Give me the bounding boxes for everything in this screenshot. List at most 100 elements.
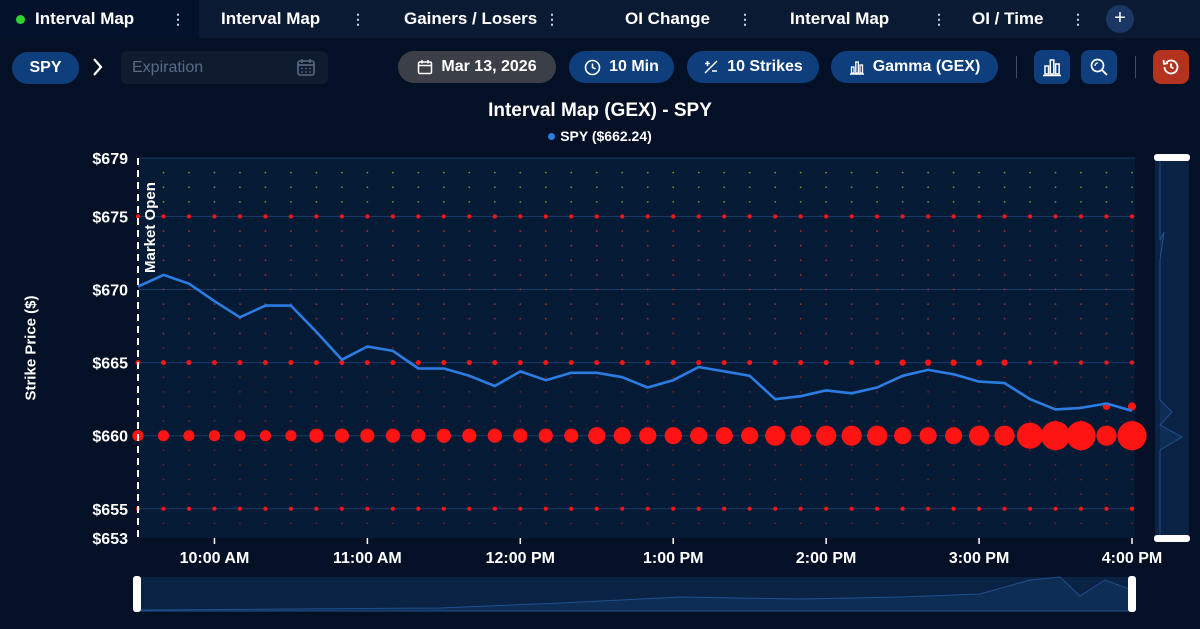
strike-dot [927,449,930,452]
strike-dot [978,171,980,174]
strike-dot [799,303,802,306]
gex-bubble [441,360,447,366]
strike-dot [366,464,369,466]
kebab-icon[interactable]: ⋮ [932,11,946,27]
strike-dot [978,464,980,466]
strike-dot [213,303,216,306]
strike-dot [850,332,853,335]
x-overview-panel[interactable] [138,577,1136,611]
expiration-input[interactable]: Expiration [121,51,328,84]
strike-dot [1027,360,1033,365]
x-overview-handle-right[interactable] [1128,576,1136,612]
strike-dot [1080,376,1082,379]
y-overview-panel[interactable] [1155,160,1189,538]
tab-interval-map-1[interactable]: Interval Map ⋮ [0,0,199,38]
strike-dot [212,507,217,511]
strike-dot [1131,522,1133,525]
strike-dot [340,244,343,247]
ticker-button[interactable]: SPY [12,52,79,84]
gex-bubble [285,430,297,442]
tab-oi-change[interactable]: OI Change ⋮ [582,0,765,38]
strike-dot [825,376,828,379]
calendar-icon[interactable] [296,57,316,77]
tab-oi-time[interactable]: OI / Time ⋮ [953,0,1098,38]
tab-interval-map-2[interactable]: Interval Map ⋮ [199,0,379,38]
strike-dot [569,507,573,511]
strike-dot [264,200,267,203]
chart-legend[interactable]: SPY ($662.24) [0,128,1200,144]
strike-dot [927,288,930,291]
gex-bubble [186,360,192,366]
strike-dot [1131,259,1133,262]
strike-dot [697,259,700,262]
kebab-icon[interactable]: ⋮ [1071,11,1085,27]
strikes-button[interactable]: 10 Strikes [687,51,819,83]
strike-dot [823,360,829,365]
chart-type-button[interactable] [1034,50,1070,84]
gex-bubble [416,214,421,219]
interval-button[interactable]: 10 Min [569,51,674,83]
strike-dot [621,288,624,291]
strike-dot [595,507,599,511]
strike-dot [391,303,394,306]
strike-dot [162,420,165,422]
strike-dot [646,214,650,219]
x-overview-handle-left[interactable] [133,576,141,612]
strike-dot [493,303,496,306]
strike-dot [468,390,471,393]
strike-dot [645,360,650,365]
strike-dot [850,171,853,174]
strike-dot [850,244,853,247]
add-tab-button[interactable]: + [1106,5,1134,33]
strike-dot [799,186,802,189]
strike-dot [366,522,369,525]
strike-dot [544,478,547,481]
strike-dot [1104,507,1109,511]
y-overview-handle-top[interactable] [1154,154,1190,161]
strike-dot [290,390,292,393]
zoom-button[interactable] [1081,50,1117,84]
strike-dot [188,186,190,189]
tab-interval-map-3[interactable]: Interval Map ⋮ [765,0,953,38]
strike-dot [850,420,853,422]
gex-bubble [977,214,982,219]
strike-dot [519,405,522,408]
strike-dot [1131,303,1133,306]
strike-dot [1131,244,1133,247]
strike-dot [188,244,190,247]
strike-dot [188,303,190,306]
metric-button[interactable]: Gamma (GEX) [831,51,998,83]
kebab-icon[interactable]: ⋮ [545,11,559,27]
strike-dot [978,347,980,349]
strike-dot [340,478,343,481]
strike-dot [595,303,598,306]
strike-dot [1131,390,1133,393]
strike-dot [927,376,930,379]
strike-dot [518,214,522,219]
strike-dot [289,507,293,511]
strike-dot [544,288,547,291]
gex-bubble [1104,214,1109,219]
strike-dot [237,360,243,365]
gex-bubble [334,428,349,443]
kebab-icon[interactable]: ⋮ [351,11,365,27]
strike-dot [621,405,624,408]
tab-gainers-losers[interactable]: Gainers / Losers ⋮ [379,0,582,38]
gex-bubble [183,430,195,442]
reset-history-button[interactable] [1153,50,1189,84]
strike-dot [697,478,700,481]
strike-dot [519,186,522,189]
strike-dot [671,507,675,511]
gex-bubble [715,427,733,445]
y-overview-handle-bottom[interactable] [1154,535,1190,542]
strike-dot [570,244,573,247]
gex-bubble [696,506,701,511]
kebab-icon[interactable]: ⋮ [738,11,752,27]
strike-dot [315,420,318,422]
strike-dot [416,507,420,511]
strike-dot [978,230,980,232]
strike-dot [1003,420,1006,422]
date-button[interactable]: Mar 13, 2026 [398,51,556,83]
kebab-icon[interactable]: ⋮ [171,11,185,27]
